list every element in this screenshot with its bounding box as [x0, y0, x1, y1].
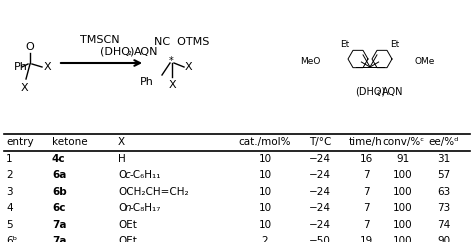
Text: 2: 2 [262, 236, 268, 242]
Text: H: H [118, 154, 126, 164]
Text: 73: 73 [438, 203, 451, 213]
Text: OCH₂CH=CH₂: OCH₂CH=CH₂ [118, 187, 189, 197]
Text: OEt: OEt [118, 236, 137, 242]
Text: 63: 63 [438, 187, 451, 197]
Text: NC  OTMS: NC OTMS [154, 37, 210, 47]
Text: 7: 7 [363, 170, 369, 180]
Text: 6a: 6a [52, 170, 66, 180]
Text: Ph: Ph [14, 62, 28, 72]
Text: 7: 7 [363, 187, 369, 197]
Text: ketone: ketone [52, 137, 88, 147]
Text: X: X [20, 83, 28, 93]
Text: cat./mol%: cat./mol% [239, 137, 291, 147]
Text: 5: 5 [6, 220, 13, 230]
Text: c: c [125, 170, 130, 180]
Text: −24: −24 [309, 170, 331, 180]
Text: 10: 10 [258, 170, 272, 180]
Text: ee/%ᵈ: ee/%ᵈ [429, 137, 459, 147]
Text: 7a: 7a [52, 220, 66, 230]
Text: 10: 10 [258, 203, 272, 213]
Text: ₂: ₂ [128, 47, 132, 57]
Text: *: * [169, 56, 173, 66]
Text: 16: 16 [359, 154, 373, 164]
Text: Et: Et [340, 40, 349, 49]
Text: (DHQ): (DHQ) [355, 87, 385, 97]
Text: 7: 7 [363, 203, 369, 213]
Text: −24: −24 [309, 154, 331, 164]
Text: 10: 10 [258, 220, 272, 230]
Text: −50: −50 [309, 236, 331, 242]
Text: AQN: AQN [134, 47, 158, 57]
Text: −24: −24 [309, 220, 331, 230]
Text: 10: 10 [258, 154, 272, 164]
Text: OEt: OEt [118, 220, 137, 230]
Text: n: n [125, 203, 131, 213]
Text: 3: 3 [6, 187, 13, 197]
Text: 19: 19 [359, 236, 373, 242]
Text: 7a: 7a [52, 236, 66, 242]
Text: 1: 1 [6, 154, 13, 164]
Text: -C₆H₁₁: -C₆H₁₁ [130, 170, 162, 180]
Text: Et: Et [390, 40, 399, 49]
Text: 10: 10 [258, 187, 272, 197]
Text: TMSCN: TMSCN [80, 35, 120, 45]
Text: (DHQ): (DHQ) [100, 47, 134, 57]
Text: 91: 91 [396, 154, 410, 164]
Text: 100: 100 [393, 187, 413, 197]
Text: conv/%ᶜ: conv/%ᶜ [382, 137, 424, 147]
Text: O: O [26, 42, 35, 52]
Text: −24: −24 [309, 187, 331, 197]
Text: Ph: Ph [140, 77, 154, 87]
Text: 100: 100 [393, 220, 413, 230]
Text: 6c: 6c [52, 203, 65, 213]
Text: O: O [118, 170, 126, 180]
Text: 90: 90 [438, 236, 451, 242]
Text: OMe: OMe [415, 58, 436, 67]
Text: 6ᵇ: 6ᵇ [6, 236, 17, 242]
Text: X: X [168, 80, 176, 90]
Text: 4c: 4c [52, 154, 65, 164]
Text: ₂: ₂ [377, 87, 380, 96]
Text: 100: 100 [393, 236, 413, 242]
Text: X: X [118, 137, 125, 147]
Text: X: X [44, 62, 52, 72]
Text: −24: −24 [309, 203, 331, 213]
Text: 100: 100 [393, 203, 413, 213]
Text: 31: 31 [438, 154, 451, 164]
Text: 2: 2 [6, 170, 13, 180]
Text: AQN: AQN [382, 87, 403, 97]
Text: 57: 57 [438, 170, 451, 180]
Text: 7: 7 [363, 220, 369, 230]
Text: -C₈H₁₇: -C₈H₁₇ [130, 203, 161, 213]
Text: MeO: MeO [300, 58, 320, 67]
Text: 100: 100 [393, 170, 413, 180]
Text: entry: entry [6, 137, 34, 147]
Text: X: X [185, 62, 192, 72]
Text: 74: 74 [438, 220, 451, 230]
Text: T/°C: T/°C [309, 137, 331, 147]
Text: O: O [118, 203, 126, 213]
Text: time/h: time/h [349, 137, 383, 147]
Text: 4: 4 [6, 203, 13, 213]
Text: 6b: 6b [52, 187, 67, 197]
